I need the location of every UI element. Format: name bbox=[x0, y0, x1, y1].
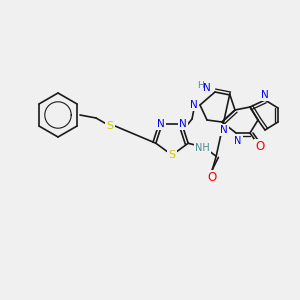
Text: O: O bbox=[208, 171, 217, 184]
Text: N: N bbox=[261, 90, 269, 100]
Text: S: S bbox=[106, 121, 114, 131]
Text: N: N bbox=[220, 125, 228, 135]
Text: N: N bbox=[234, 136, 242, 146]
Text: S: S bbox=[168, 150, 175, 160]
Text: N: N bbox=[203, 83, 211, 93]
Text: N: N bbox=[179, 119, 187, 129]
Text: N: N bbox=[190, 100, 198, 110]
Text: H: H bbox=[196, 80, 203, 89]
Text: NH: NH bbox=[195, 143, 209, 153]
Text: O: O bbox=[255, 140, 265, 154]
Text: N: N bbox=[157, 119, 165, 129]
